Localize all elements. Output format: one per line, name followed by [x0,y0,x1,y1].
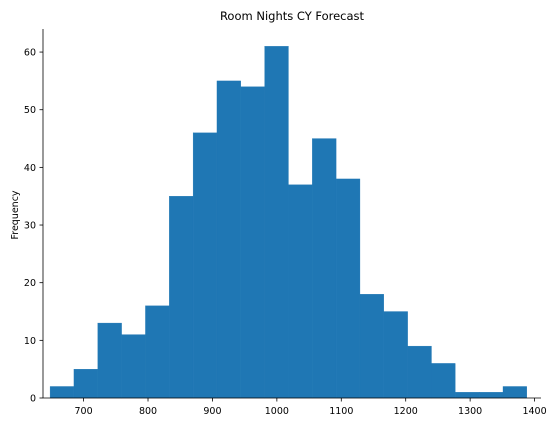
histogram-bar [479,392,504,399]
y-tick-label: 30 [24,221,36,232]
y-tick-label: 60 [24,48,36,59]
histogram-bar [264,46,289,399]
y-tick-label: 0 [30,394,36,405]
histogram-bar [407,345,432,399]
x-tick-label: 1100 [329,406,353,417]
histogram-bar [359,294,384,399]
y-tick-label: 50 [24,105,36,116]
x-tick-label: 700 [75,406,93,417]
histogram-bar [216,80,241,399]
y-tick-label: 20 [24,278,36,289]
histogram-bar [383,311,408,399]
x-tick-label: 1000 [265,406,289,417]
x-tick-label: 1300 [458,406,482,417]
histogram-bar [502,386,527,399]
histogram-bar [288,184,313,399]
x-tick-label: 1200 [394,406,418,417]
histogram-bar [335,178,361,399]
histogram-bar [312,138,337,399]
histogram-bars [49,46,527,399]
histogram-bar [73,369,98,399]
histogram-bar [145,305,170,399]
histogram-bar [431,363,456,399]
x-tick-label: 800 [139,406,157,417]
histogram-bar [97,322,122,399]
x-tick-label: 1400 [522,406,546,417]
histogram-bar [455,392,480,399]
histogram-bar [169,196,194,399]
x-tick-label: 900 [203,406,221,417]
histogram-bar [49,386,75,399]
histogram-bar [192,132,218,399]
histogram-bar [121,334,146,399]
chart-title: Room Nights CY Forecast [220,9,365,23]
y-axis-title: Frequency [10,190,21,239]
y-tick-label: 10 [24,336,36,347]
histogram-bar [240,86,265,399]
y-tick-label: 40 [24,163,36,174]
y-axis: 0 10 20 30 40 50 60 [24,29,44,405]
x-axis: 700 800 900 1000 1100 1200 1300 1400 [43,397,547,417]
